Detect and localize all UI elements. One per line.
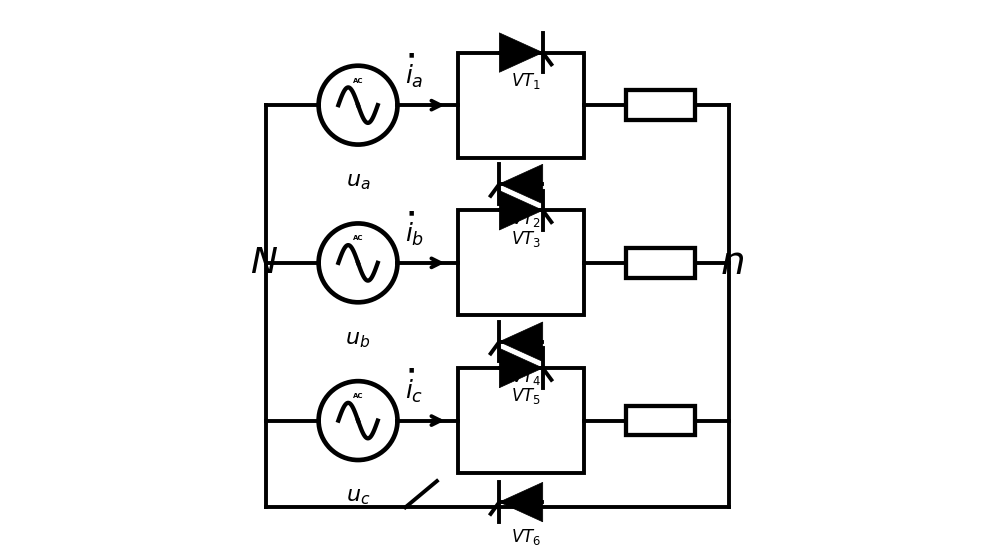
Text: $VT_6$: $VT_6$	[511, 527, 541, 547]
Text: AC: AC	[353, 78, 363, 84]
Text: $i_b$: $i_b$	[405, 220, 425, 248]
Text: $u_b$: $u_b$	[345, 328, 371, 350]
Bar	[626, 90, 695, 120]
Polygon shape	[499, 33, 543, 72]
Text: ⋅: ⋅	[407, 360, 416, 383]
Bar	[458, 53, 584, 158]
Polygon shape	[499, 348, 543, 388]
Text: ⋅: ⋅	[407, 202, 416, 226]
Bar	[458, 368, 584, 473]
Text: $i_a$: $i_a$	[405, 63, 424, 90]
Text: $VT_2$: $VT_2$	[511, 210, 541, 229]
Text: AC: AC	[353, 235, 363, 241]
Text: $VT_4$: $VT_4$	[511, 367, 541, 387]
Text: $n$: $n$	[720, 244, 744, 282]
Bar	[458, 210, 584, 316]
Text: $N$: $N$	[250, 246, 278, 280]
Text: $VT_3$: $VT_3$	[511, 229, 541, 249]
Text: $i_c$: $i_c$	[405, 378, 424, 405]
Text: ⋅: ⋅	[407, 44, 416, 68]
Polygon shape	[499, 322, 543, 362]
Polygon shape	[499, 190, 543, 230]
Text: $u_c$: $u_c$	[346, 485, 370, 507]
Polygon shape	[499, 164, 543, 203]
Text: AC: AC	[353, 393, 363, 399]
Polygon shape	[499, 482, 543, 522]
Bar	[626, 406, 695, 435]
Text: $VT_1$: $VT_1$	[511, 71, 541, 91]
Text: $u_a$: $u_a$	[346, 170, 370, 192]
Bar	[626, 248, 695, 277]
Text: $VT_5$: $VT_5$	[511, 386, 541, 406]
